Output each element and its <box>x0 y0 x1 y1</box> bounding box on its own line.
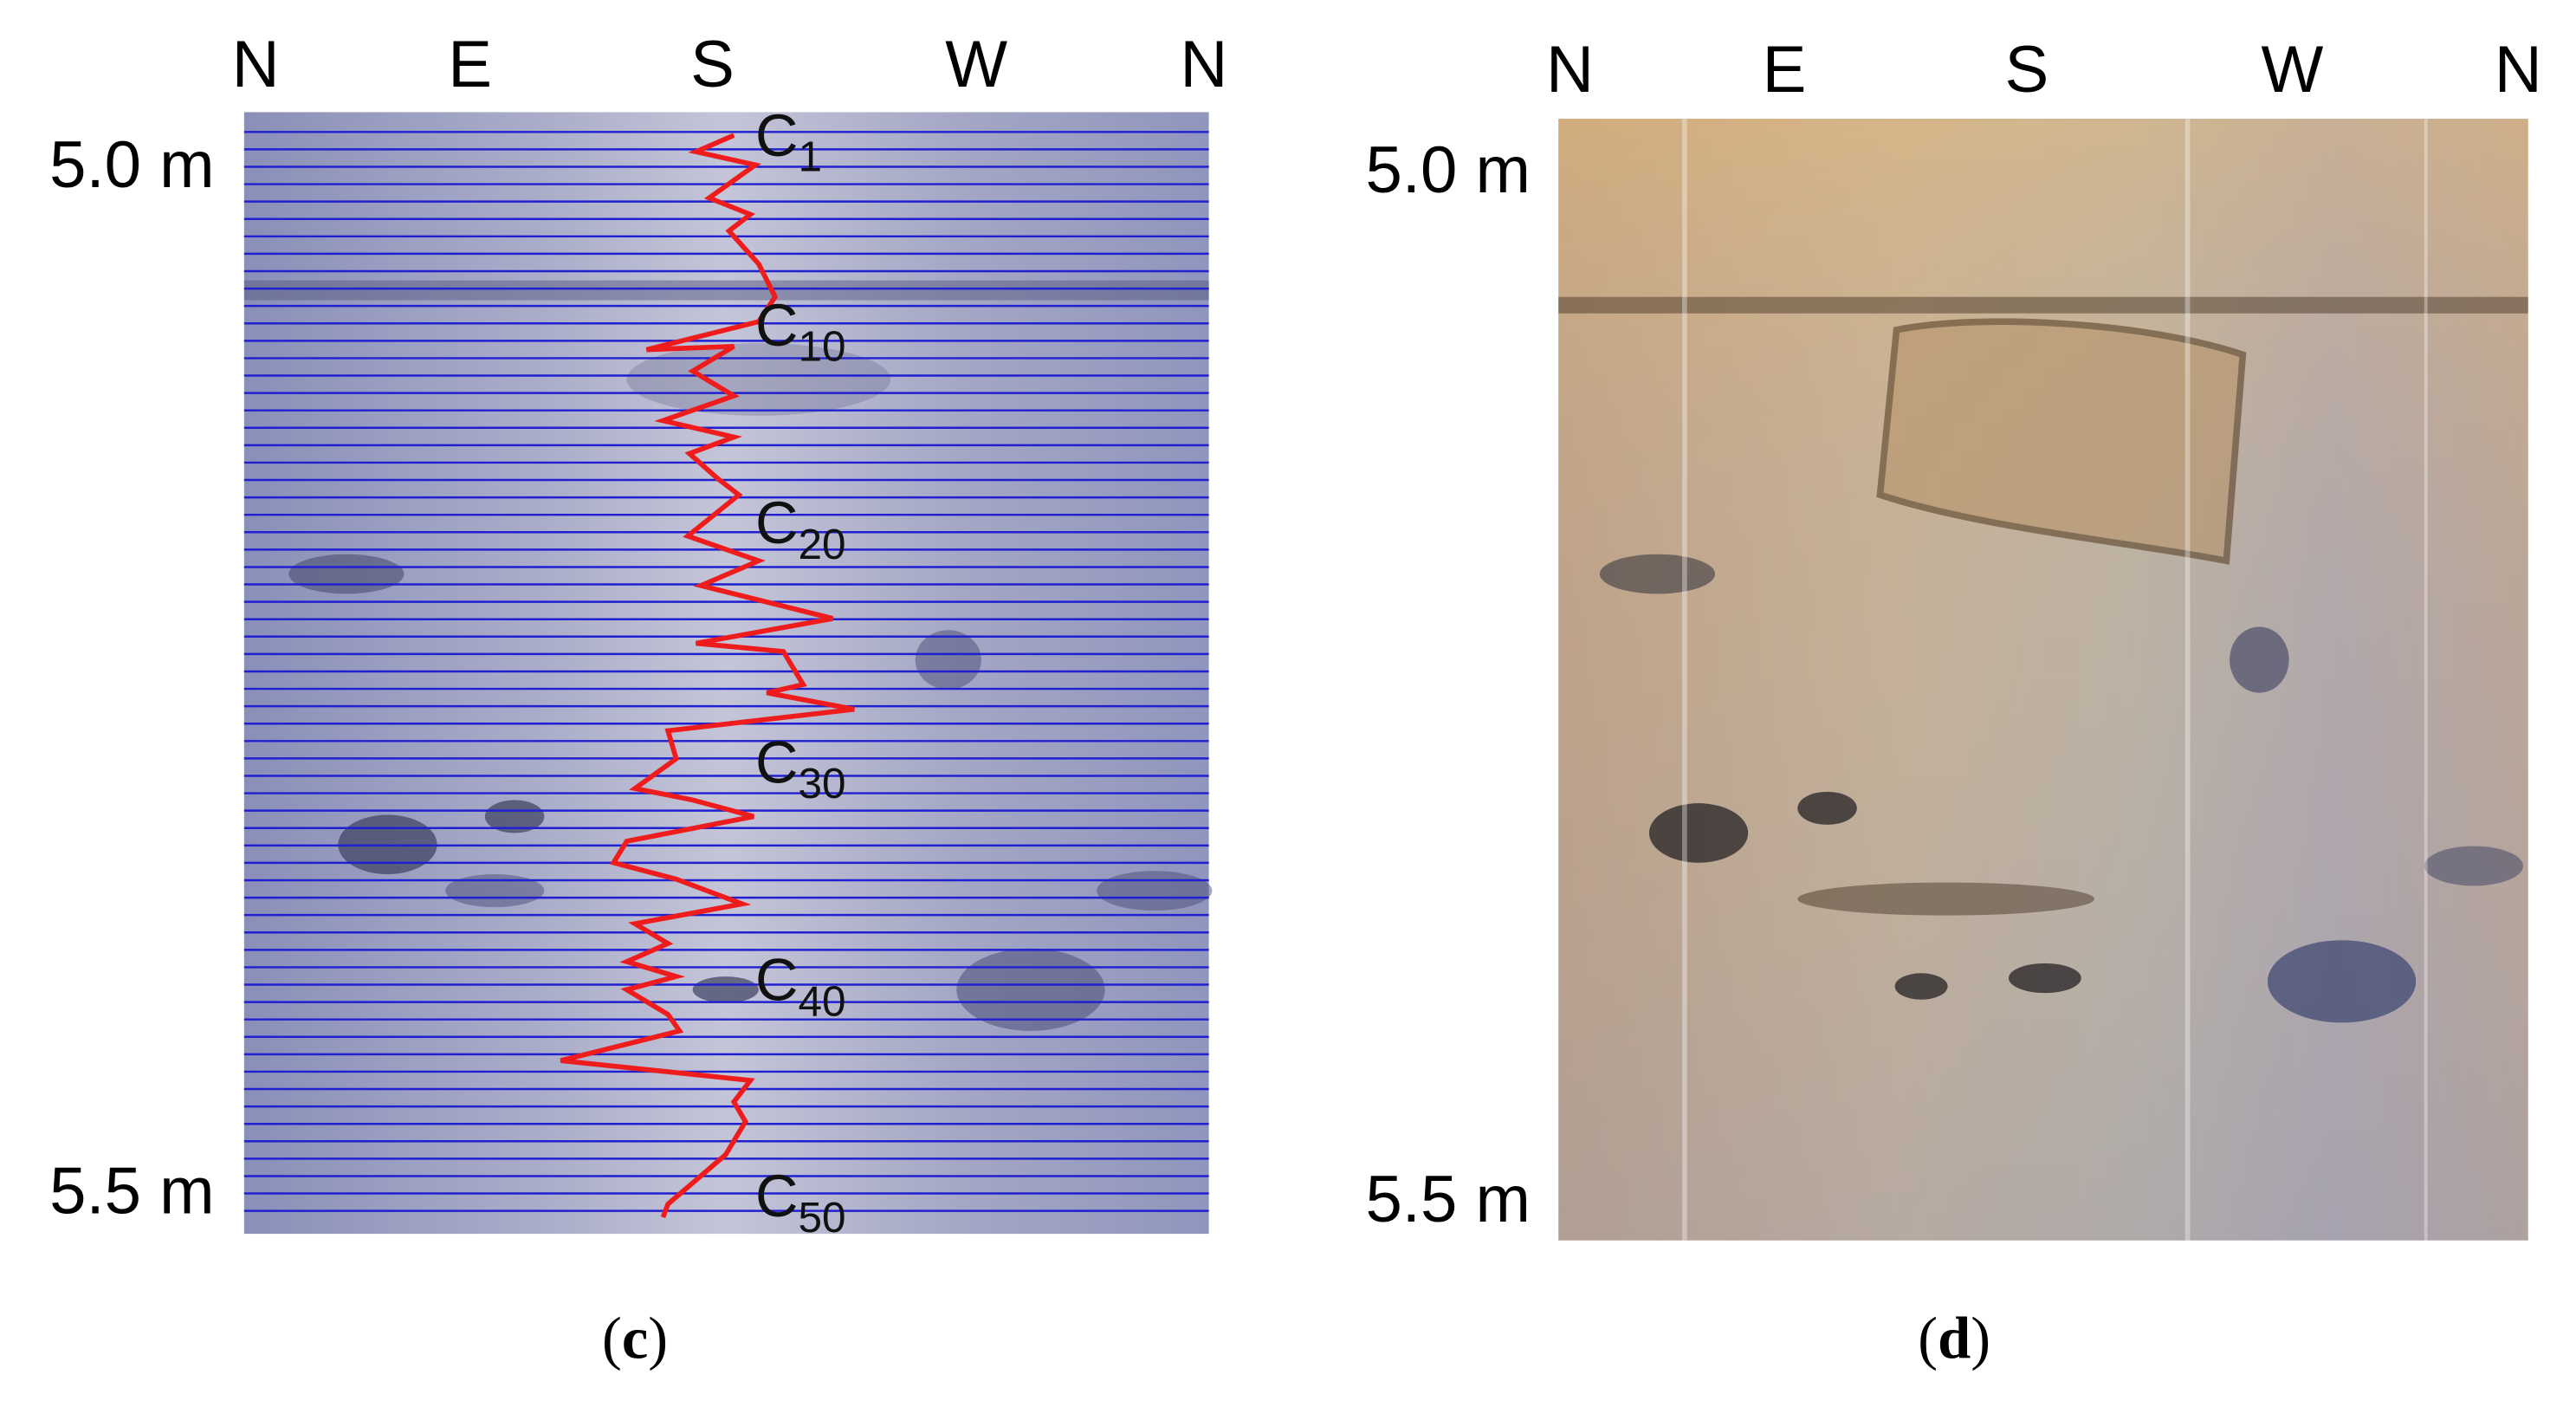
depth-label: 5.5 m <box>49 1154 214 1228</box>
curve-label-base: C <box>755 729 798 795</box>
caption-letter: d <box>1938 1305 1971 1371</box>
curve-label-base: C <box>755 490 798 556</box>
borehole-image-gray <box>243 112 1213 1235</box>
depth-label: 5.5 m <box>1365 1163 1530 1236</box>
caption-paren: ) <box>1971 1305 1990 1371</box>
depth-label: 5.0 m <box>49 128 214 202</box>
depth-label: 5.0 m <box>1365 133 1530 207</box>
compass-label: E <box>1763 33 1807 107</box>
caption-paren: ) <box>648 1305 668 1371</box>
compass-label: S <box>690 28 735 101</box>
compass-label: E <box>448 28 492 101</box>
curve-label-base: C <box>755 102 798 169</box>
curve-label: C50 <box>755 1163 846 1242</box>
caption-letter: c <box>622 1305 648 1371</box>
curve-label-sub: 50 <box>799 1194 846 1242</box>
compass-label: S <box>2005 33 2049 107</box>
curve-label-sub: 40 <box>799 978 846 1026</box>
curve-label-sub: 20 <box>799 521 846 568</box>
borehole-image-color <box>1558 119 2528 1241</box>
compass-label: N <box>232 28 280 101</box>
panel-caption: (c) <box>602 1305 668 1371</box>
compass-label: N <box>1546 33 1594 107</box>
caption-paren: ( <box>602 1305 622 1371</box>
curve-label-base: C <box>755 1163 798 1229</box>
compass-label: W <box>945 28 1007 101</box>
caption-paren: ( <box>1918 1305 1938 1371</box>
curve-label: C1 <box>755 102 822 181</box>
curve-label-sub: 1 <box>799 133 823 181</box>
curve-label-base: C <box>755 947 798 1014</box>
curve-label: C20 <box>755 490 846 568</box>
curve-label: C10 <box>755 292 846 371</box>
compass-label: N <box>2495 33 2542 107</box>
curve-label-base: C <box>755 292 798 359</box>
curve-label: C30 <box>755 729 846 807</box>
curve-label-sub: 10 <box>799 323 846 371</box>
compass-label: W <box>2262 33 2324 107</box>
compass-label: N <box>1180 28 1227 101</box>
curve-label-sub: 30 <box>799 760 846 807</box>
panel-caption: (d) <box>1918 1305 1990 1371</box>
red-trace <box>560 133 855 1219</box>
curve-label: C40 <box>755 947 846 1026</box>
